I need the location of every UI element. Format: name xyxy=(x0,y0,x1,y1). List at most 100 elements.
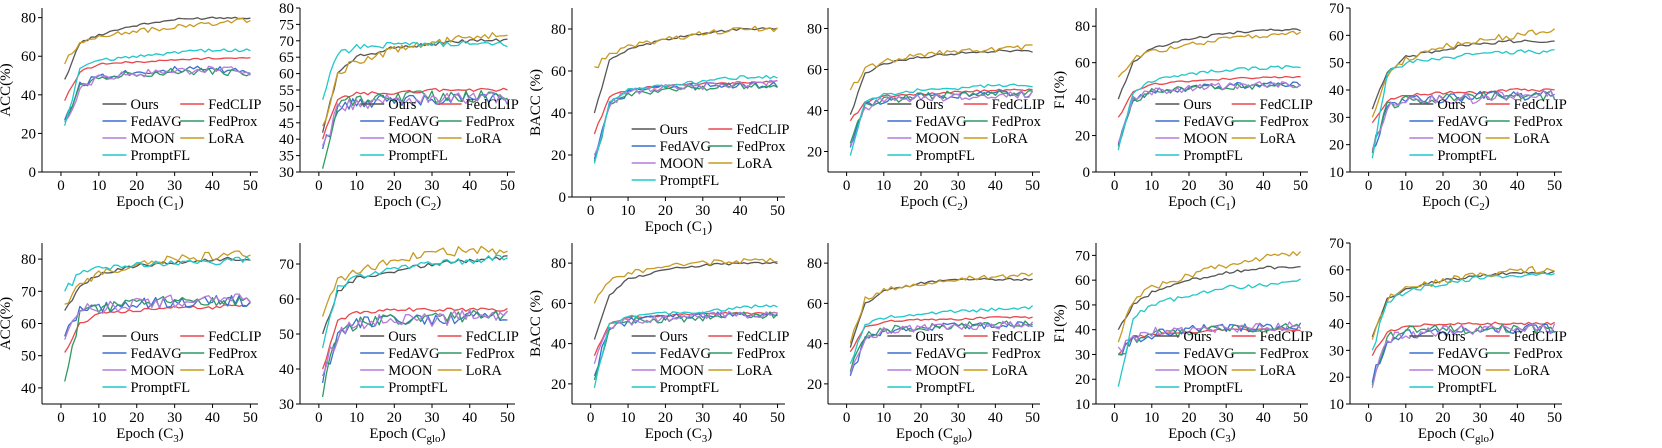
x-tick-label: 30 xyxy=(1219,410,1234,426)
series-line-ours xyxy=(321,255,508,335)
x-tick-label: 0 xyxy=(843,410,851,426)
legend-label-moon: MOON xyxy=(1183,131,1228,147)
legend-label-fedavg: FedAVG xyxy=(1437,114,1489,130)
legend: Ours FedCLIP FedAVG FedProx MOON LoRA PromptFL xyxy=(631,122,789,189)
legend-label-moon: MOON xyxy=(660,363,705,379)
x-tick-label: 50 xyxy=(1293,178,1308,194)
y-tick-label: 65 xyxy=(279,50,294,66)
legend-label-promptfl: PromptFL xyxy=(1437,380,1497,396)
legend-label-ours: Ours xyxy=(1183,329,1212,345)
x-tick-label: 10 xyxy=(1144,178,1159,194)
x-tick-label: 10 xyxy=(91,410,106,426)
x-tick-label: 0 xyxy=(1111,178,1119,194)
series-line-lora xyxy=(1117,30,1301,78)
legend-label-fedprox: FedProx xyxy=(1514,346,1564,362)
y-axis-label: ACC(%) xyxy=(0,63,14,116)
legend-label-ours: Ours xyxy=(660,122,689,138)
series-line-lora xyxy=(64,250,251,305)
legend-label-lora: LoRA xyxy=(208,363,245,379)
series-group xyxy=(849,272,1034,377)
y-tick-label: 60 xyxy=(1329,263,1344,279)
x-tick-label: 30 xyxy=(951,410,966,426)
x-tick-label: 20 xyxy=(129,178,144,194)
legend-label-promptfl: PromptFL xyxy=(1183,148,1243,164)
x-tick-label: 20 xyxy=(913,178,928,194)
series-line-fedprox xyxy=(1371,323,1556,386)
y-tick-label: 50 xyxy=(279,99,294,115)
legend-label-fedprox: FedProx xyxy=(466,114,516,130)
legend-label-ours: Ours xyxy=(1437,329,1466,345)
y-tick-label: 50 xyxy=(1075,298,1090,314)
x-axis-label: Epoch (C2) xyxy=(1422,194,1490,213)
legend-label-lora: LoRA xyxy=(736,363,773,379)
y-tick-label: 20 xyxy=(551,377,566,393)
x-tick-label: 30 xyxy=(951,178,966,194)
x-tick-label: 10 xyxy=(349,178,364,194)
series-group xyxy=(593,25,779,164)
series-line-fedprox xyxy=(1371,90,1556,154)
legend-label-moon: MOON xyxy=(915,131,960,147)
legend-label-lora: LoRA xyxy=(992,131,1029,147)
y-tick-label: 50 xyxy=(1329,56,1344,72)
y-tick-label: 55 xyxy=(279,83,294,99)
legend-label-lora: LoRA xyxy=(208,131,245,147)
x-tick-label: 30 xyxy=(425,178,440,194)
series-line-ours xyxy=(1117,265,1301,331)
legend-label-moon: MOON xyxy=(1437,131,1482,147)
y-tick-label: 10 xyxy=(1329,165,1344,181)
series-line-moon xyxy=(1117,321,1301,353)
y-tick-label: 20 xyxy=(551,148,566,164)
legend: Ours FedCLIP FedAVG FedProx MOON LoRA PromptFL xyxy=(1155,97,1313,164)
legend-label-lora: LoRA xyxy=(736,156,773,172)
chart-panel-7: 0 10 20 30 40 50 40 50 60 70 80 Epoch (C3) ACC(%) Our… xyxy=(0,243,261,445)
series-line-fedavg xyxy=(1118,322,1302,356)
chart-panel-3: 0 10 20 30 40 50 0 20 40 60 80 Epoch (C1) BACC (%) Ou… xyxy=(528,8,789,238)
y-axis-label: BACC (%) xyxy=(528,69,544,136)
legend-label-fedavg: FedAVG xyxy=(388,114,440,130)
x-tick-label: 30 xyxy=(425,410,440,426)
x-tick-label: 50 xyxy=(770,410,785,426)
x-tick-label: 10 xyxy=(349,410,364,426)
series-line-moon xyxy=(1371,89,1556,151)
legend-label-moon: MOON xyxy=(1183,363,1228,379)
y-tick-label: 60 xyxy=(1075,273,1090,289)
legend-label-fedprox: FedProx xyxy=(1260,114,1310,130)
y-axis-label: BACC (%) xyxy=(528,290,544,357)
y-tick-label: 30 xyxy=(279,165,294,181)
series-group xyxy=(321,245,509,398)
legend: Ours FedCLIP FedAVG FedProx MOON LoRA PromptFL xyxy=(1155,329,1313,396)
legend-label-moon: MOON xyxy=(660,156,705,172)
series-line-ours xyxy=(1371,39,1555,110)
series-line-ours xyxy=(593,261,778,340)
y-tick-label: 40 xyxy=(21,88,36,104)
y-tick-label: 80 xyxy=(807,256,822,272)
x-tick-label: 10 xyxy=(91,178,106,194)
series-line-promptfl xyxy=(64,256,251,292)
series-line-promptfl xyxy=(321,40,508,100)
y-tick-label: 40 xyxy=(551,106,566,122)
y-tick-label: 0 xyxy=(559,190,567,206)
legend-label-fedavg: FedAVG xyxy=(130,346,182,362)
y-tick-label: 50 xyxy=(279,327,294,343)
series-group xyxy=(64,16,251,126)
y-tick-label: 50 xyxy=(21,349,36,365)
y-tick-label: 60 xyxy=(551,296,566,312)
series-line-ours xyxy=(1117,28,1301,100)
legend-label-fedavg: FedAVG xyxy=(1437,346,1489,362)
series-line-ours xyxy=(593,27,778,114)
y-tick-label: 60 xyxy=(551,64,566,80)
series-line-fedclip xyxy=(1371,321,1555,356)
x-tick-label: 20 xyxy=(387,178,402,194)
legend-label-fedclip: FedCLIP xyxy=(992,97,1045,113)
series-line-moon xyxy=(321,308,509,377)
legend-label-fedclip: FedCLIP xyxy=(1260,97,1313,113)
x-tick-label: 20 xyxy=(1181,410,1196,426)
x-tick-label: 50 xyxy=(243,410,258,426)
series-line-fedclip xyxy=(321,307,508,370)
x-tick-label: 50 xyxy=(500,410,515,426)
legend-label-fedprox: FedProx xyxy=(208,114,258,130)
legend-label-fedavg: FedAVG xyxy=(388,346,440,362)
series-line-promptfl xyxy=(593,304,778,389)
legend-label-promptfl: PromptFL xyxy=(130,148,190,164)
